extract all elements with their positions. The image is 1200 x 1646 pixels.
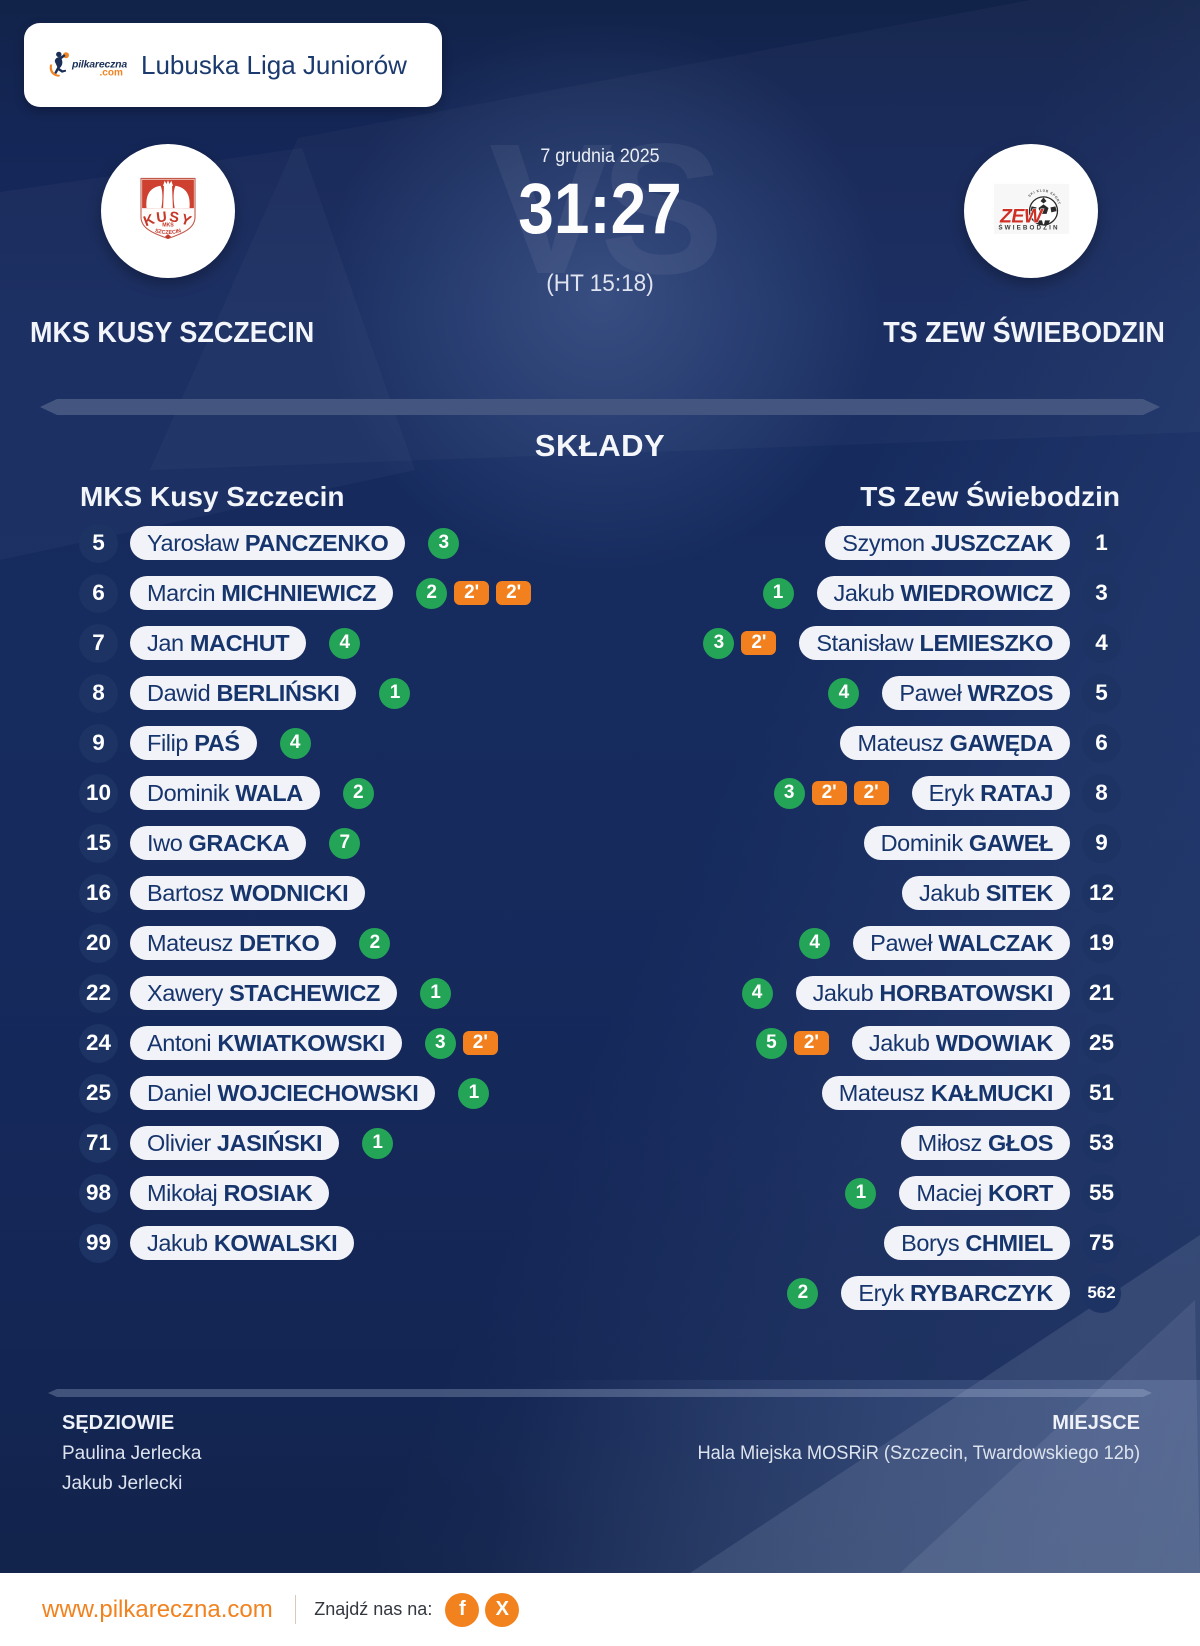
svg-text:ŚWIEBODZIN: ŚWIEBODZIN bbox=[998, 223, 1059, 232]
svg-text:SZCZECIN: SZCZECIN bbox=[154, 228, 182, 236]
svg-text:.com: .com bbox=[100, 68, 123, 79]
svg-text:pilkareczna: pilkareczna bbox=[71, 59, 127, 71]
svg-text:MKS: MKS bbox=[162, 222, 174, 228]
svg-text:ZEW: ZEW bbox=[999, 205, 1044, 227]
